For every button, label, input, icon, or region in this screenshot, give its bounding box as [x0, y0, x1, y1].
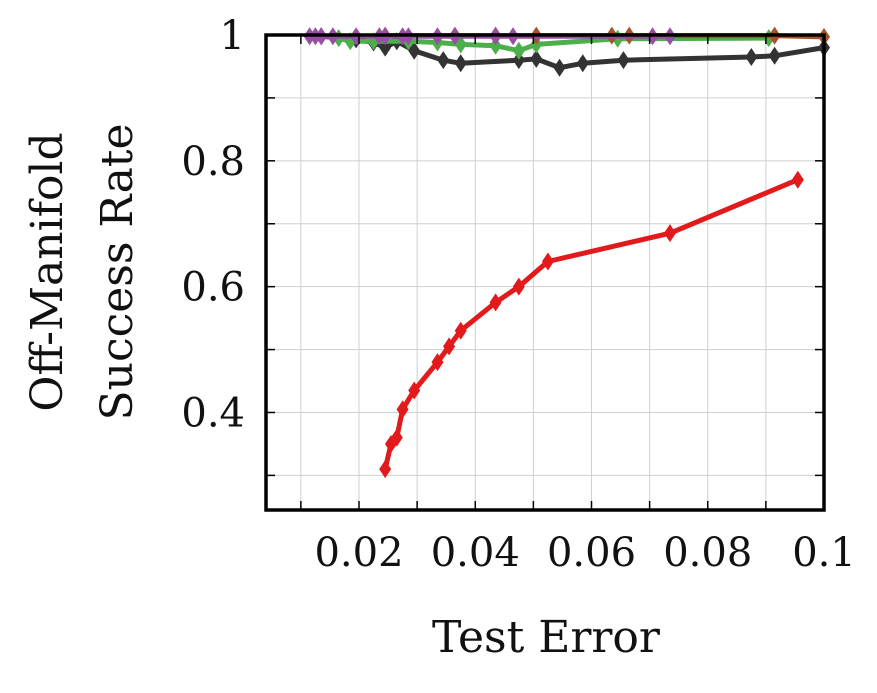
data-point-marker	[512, 51, 525, 70]
y-axis-title-line-1: Off-Manifold	[22, 132, 73, 411]
series-0	[379, 170, 804, 479]
y-tick-label: 0.6	[181, 265, 245, 311]
data-point-marker	[489, 36, 502, 55]
data-point-marker	[512, 41, 525, 60]
data-point-marker	[512, 277, 525, 296]
data-point-marker	[553, 58, 566, 77]
x-tick-label: 0.06	[547, 530, 636, 576]
data-point-marker	[379, 460, 392, 479]
y-tick-label: 0.4	[181, 390, 245, 436]
y-tick-label: 0.8	[181, 139, 245, 185]
x-tick-label: 0.08	[663, 530, 752, 576]
axis-ticks: 0.02 0.04 0.06 0.08 0.1 0.4 0.6 0.8 1	[181, 13, 855, 576]
grid-lines	[266, 35, 824, 510]
data-point-marker	[489, 293, 502, 312]
data-point-marker	[437, 51, 450, 70]
data-point-marker	[541, 252, 554, 271]
data-point-marker	[396, 400, 409, 419]
data-point-marker	[576, 54, 589, 73]
y-tick-label: 1	[220, 13, 245, 59]
data-point-marker	[745, 48, 758, 67]
data-point-marker	[431, 353, 444, 372]
x-tick-label: 0.04	[431, 530, 520, 576]
y-axis-title-line-2: Success Rate	[92, 123, 143, 420]
data-point-marker	[454, 321, 467, 340]
data-point-marker	[390, 428, 403, 447]
x-axis-title: Test Error	[432, 612, 661, 663]
data-point-marker	[530, 49, 543, 68]
data-point-marker	[617, 51, 630, 70]
series-group	[303, 26, 830, 479]
data-point-marker	[663, 224, 676, 243]
plot-frame	[264, 33, 826, 512]
data-point-marker	[454, 54, 467, 73]
data-point-marker	[768, 46, 781, 65]
x-tick-label: 0.1	[792, 530, 856, 576]
data-point-marker	[408, 381, 421, 400]
x-tick-label: 0.02	[314, 530, 403, 576]
data-point-marker	[408, 41, 421, 60]
data-point-marker	[443, 337, 456, 356]
y-axis-title: Off-Manifold Success Rate	[22, 123, 143, 420]
data-point-marker	[791, 170, 804, 189]
